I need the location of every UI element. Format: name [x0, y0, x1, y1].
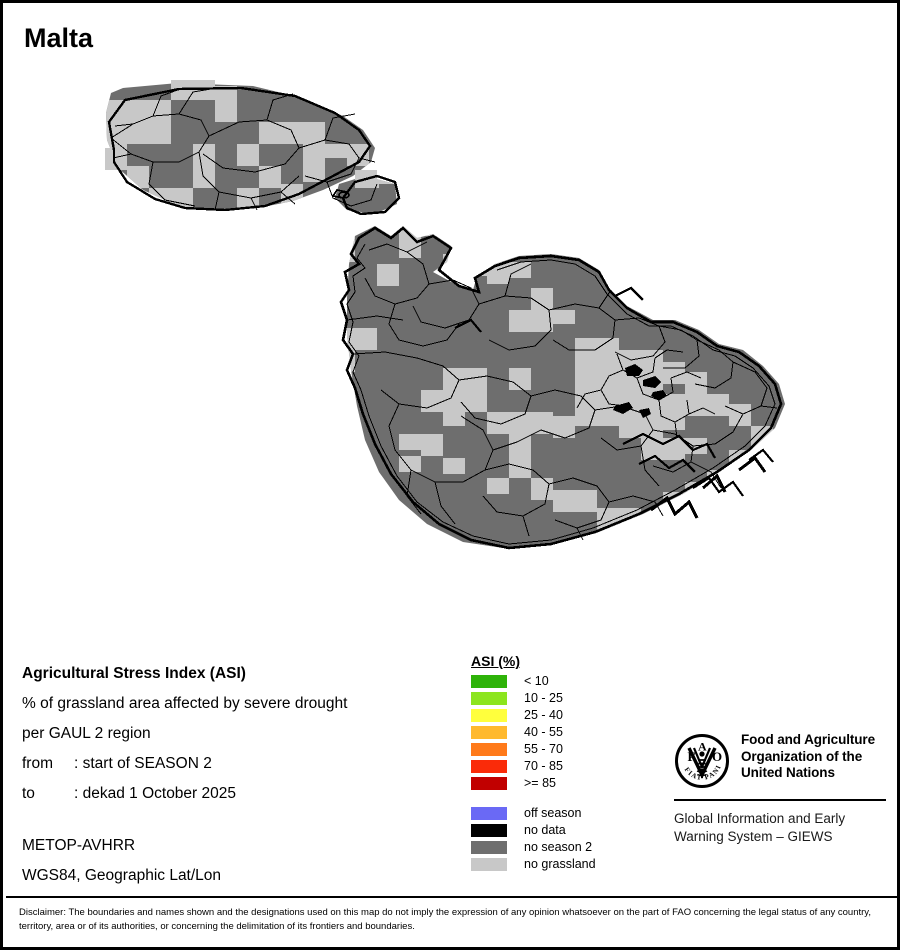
legend-swatch-55-70 [471, 743, 507, 756]
malta-admin-lines [346, 241, 778, 541]
legend-label-gte85: >= 85 [524, 776, 556, 791]
svg-text:O: O [712, 749, 722, 764]
fao-divider [674, 799, 886, 801]
description-line-3: per GAUL 2 region [22, 725, 151, 742]
fao-logo-row: F A O FIAT PANIS Food and Agriculture Or… [674, 732, 886, 789]
gozo-admin-lines [110, 87, 378, 211]
description-heading: Agricultural Stress Index (ASI) [22, 665, 246, 682]
legend-label-25-40: 25 - 40 [524, 708, 563, 723]
fao-name-line-1: Food and Agriculture [741, 732, 875, 747]
period-to-value: : dekad 1 October 2025 [74, 785, 237, 802]
legend-swatch-70-85 [471, 760, 507, 773]
period-from-row: from : start of SEASON 2 [22, 749, 452, 779]
fao-organization-name: Food and Agriculture Organization of the… [741, 732, 875, 782]
legend-label-no-grassland: no grassland [524, 857, 596, 872]
map-canvas[interactable] [3, 58, 897, 603]
legend-label-70-85: 70 - 85 [524, 759, 563, 774]
legend-label-lt10: < 10 [524, 674, 549, 689]
malta-coastline [339, 226, 783, 550]
svg-text:F: F [688, 749, 696, 764]
admin-boundaries-layer [107, 86, 783, 550]
disclaimer-divider [6, 896, 897, 898]
giews-line-1: Global Information and Early [674, 811, 846, 826]
legend-swatch-no-data [471, 824, 507, 837]
legend-label-off-season: off season [524, 806, 582, 821]
legend-row[interactable]: 10 - 25 [471, 690, 596, 707]
giews-name: Global Information and Early Warning Sys… [674, 810, 886, 846]
legend-row[interactable]: no data [471, 822, 596, 839]
malta-coastline-inner [346, 243, 776, 545]
legend-row[interactable]: >= 85 [471, 775, 596, 792]
legend-title: ASI (%) [471, 653, 520, 669]
harbour-detail [454, 286, 774, 497]
period-from-label: from [22, 755, 53, 772]
legend-row[interactable]: no season 2 [471, 839, 596, 856]
harbour-blobs [613, 364, 667, 418]
map-legend: ASI (%) < 10 10 - 25 25 - 40 40 - 55 55 … [471, 654, 596, 873]
legend-label-no-season-2: no season 2 [524, 840, 593, 855]
period-from-value: : start of SEASON 2 [74, 755, 212, 772]
sensor-label: METOP-AVHRR [22, 837, 136, 854]
legend-swatch-no-season-2 [471, 841, 507, 854]
map-description: Agricultural Stress Index (ASI) % of gra… [22, 659, 452, 891]
comino-detail [331, 189, 350, 199]
legend-spacer [471, 792, 596, 805]
legend-swatch-25-40 [471, 709, 507, 722]
legend-row[interactable]: < 10 [471, 673, 596, 690]
legend-swatch-10-25 [471, 692, 507, 705]
page-title: Malta [24, 23, 94, 53]
harbour-inlets [650, 455, 767, 519]
legend-row[interactable]: 25 - 40 [471, 707, 596, 724]
malta-raster [347, 226, 785, 548]
legend-row[interactable]: 70 - 85 [471, 758, 596, 775]
legend-label-10-25: 10 - 25 [524, 691, 563, 706]
legend-label-no-data: no data [524, 823, 566, 838]
description-spacer [22, 809, 452, 831]
fao-name-line-2: Organization of the [741, 748, 863, 764]
legend-row[interactable]: off season [471, 805, 596, 822]
description-line-2: % of grassland area affected by severe d… [22, 695, 348, 712]
period-to-row: to : dekad 1 October 2025 [22, 779, 452, 809]
legend-row[interactable]: 40 - 55 [471, 724, 596, 741]
legend-swatch-gte85 [471, 777, 507, 790]
legend-swatch-off-season [471, 807, 507, 820]
projection-label: WGS84, Geographic Lat/Lon [22, 867, 222, 884]
giews-line-2: Warning System – GIEWS [674, 829, 833, 844]
legend-swatch-40-55 [471, 726, 507, 739]
legend-label-40-55: 40 - 55 [524, 725, 563, 740]
period-to-label: to [22, 785, 35, 802]
legend-swatch-no-grassland [471, 858, 507, 871]
legend-swatch-lt10 [471, 675, 507, 688]
fao-name-line-3: United Nations [741, 765, 835, 780]
svg-text:A: A [698, 740, 707, 754]
disclaimer-text: Disclaimer: The boundaries and names sho… [19, 907, 871, 932]
fao-emblem-icon: F A O FIAT PANIS [674, 733, 730, 789]
legend-label-55-70: 55 - 70 [524, 742, 563, 757]
comino-coastline [341, 174, 401, 216]
legend-row[interactable]: no grassland [471, 856, 596, 873]
legend-row[interactable]: 55 - 70 [471, 741, 596, 758]
fao-branding: F A O FIAT PANIS Food and Agriculture Or… [674, 732, 886, 846]
